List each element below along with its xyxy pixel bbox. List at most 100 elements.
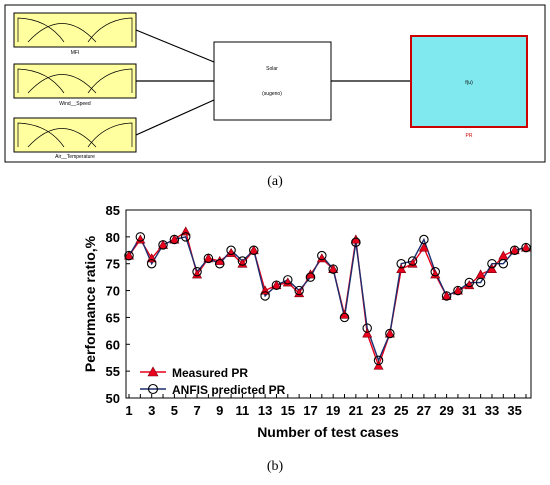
anfis-point [453, 285, 463, 296]
output-function: f(u) [465, 80, 473, 86]
measured-point [384, 328, 395, 338]
measured-point [362, 328, 373, 338]
output-box [410, 35, 528, 128]
measured-point [328, 263, 339, 273]
measured-point [452, 285, 463, 295]
anfis-point [362, 323, 372, 333]
measured-point [407, 258, 418, 268]
anfis-point [249, 245, 259, 256]
panel-label-a: (a) [267, 174, 283, 189]
measured-point [158, 239, 169, 249]
legend-triangle-icon [147, 366, 159, 377]
anfis-point [396, 258, 406, 269]
y-tick-label: 80 [106, 230, 120, 245]
anfis-point [373, 355, 384, 366]
system-box [213, 41, 332, 121]
x-tick-label: 13 [258, 403, 272, 418]
measured-point [430, 269, 441, 279]
anfis-point [419, 234, 429, 245]
measured-point [226, 247, 237, 257]
legend-circle-icon [147, 383, 159, 395]
legend: Measured PR ANFIS predicted PR [140, 366, 286, 397]
anfis-point [271, 280, 282, 290]
anfis-point [135, 232, 146, 242]
x-tick-label: 1 [125, 403, 132, 418]
anfis-point [158, 240, 168, 250]
y-tick-label: 60 [106, 337, 120, 352]
fis-diagram: MFI Wind__Speed Air__Temperature Solar (… [4, 4, 546, 163]
x-tick-label: 7 [193, 403, 200, 418]
x-tick-label: 33 [485, 403, 499, 418]
mf-box [13, 12, 137, 48]
measured-point [271, 280, 282, 290]
measured-point [373, 360, 384, 370]
anfis-point [509, 245, 520, 256]
anfis-point [203, 253, 214, 264]
input-label: Wind__Speed [59, 101, 91, 107]
anfis-point [430, 267, 441, 277]
anfis-point [328, 264, 338, 274]
membership-curves-icon [17, 122, 133, 148]
input-mf-block-wind-speed[interactable]: Wind__Speed [13, 63, 137, 107]
y-tick-label: 75 [106, 257, 120, 272]
anfis-point [169, 234, 180, 245]
series-line-anfis [128, 235, 527, 363]
membership-curves-icon [17, 17, 133, 43]
membership-curves-icon [17, 68, 133, 94]
anfis-point [226, 245, 236, 256]
input-mf-block-mfi[interactable]: MFI [13, 12, 137, 56]
y-tick-label: 55 [106, 364, 120, 379]
anfis-point [214, 258, 225, 269]
x-tick-label: 29 [439, 403, 453, 418]
anfis-point [407, 256, 418, 266]
anfis-point [305, 272, 316, 282]
output-block[interactable]: f(u) PR [410, 35, 528, 139]
output-label: PR [466, 133, 473, 139]
measured-point [509, 245, 520, 255]
anfis-point [146, 258, 157, 269]
measured-point [192, 269, 203, 279]
measured-point [475, 269, 486, 279]
x-tick-label: 5 [171, 403, 178, 418]
y-tick-label: 65 [106, 310, 120, 325]
anfis-point [237, 256, 248, 266]
measured-point [248, 245, 259, 255]
input-mf-block-air-temperature[interactable]: Air__Temperature [13, 117, 137, 160]
input-label: MFI [71, 50, 80, 56]
anfis-point [124, 250, 134, 261]
connector-line [135, 29, 215, 63]
x-tick-label: 21 [349, 403, 363, 418]
measured-point [464, 280, 475, 290]
x-tick-label: 27 [417, 403, 431, 418]
x-tick-label: 31 [462, 403, 476, 418]
x-tick-label: 19 [326, 403, 340, 418]
x-tick-label: 35 [507, 403, 521, 418]
measured-point [418, 242, 429, 252]
series-line-measured [128, 230, 527, 368]
anfis-point [464, 277, 475, 288]
measured-point [237, 258, 248, 268]
x-axis: 1 3 5 7 9 11 13 15 17 19 21 23 25 27 29 31 33 35 [125, 394, 527, 418]
measured-point [169, 234, 180, 244]
input-label: Air__Temperature [55, 154, 95, 160]
measured-point [282, 277, 293, 287]
x-tick-label: 15 [281, 403, 295, 418]
x-tick-label: 9 [216, 403, 223, 418]
anfis-point [521, 242, 531, 253]
system-name: Solar [266, 66, 278, 72]
system-block[interactable]: Solar (sugeno) [213, 41, 332, 121]
system-type: (sugeno) [262, 91, 282, 97]
measured-point [396, 263, 407, 273]
anfis-point [283, 275, 293, 285]
anfis-point [498, 258, 509, 269]
mf-box [13, 63, 137, 99]
y-tick-label: 50 [106, 391, 120, 406]
plot-area-frame [125, 209, 532, 399]
anfis-point [475, 277, 486, 288]
anfis-point [351, 237, 361, 247]
x-tick-label: 17 [303, 403, 317, 418]
anfis-point [294, 285, 304, 296]
anfis-point [385, 328, 395, 339]
series-layer [123, 226, 532, 370]
